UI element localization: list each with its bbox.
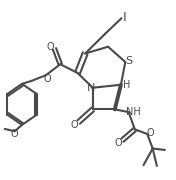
Text: H: H: [123, 80, 130, 90]
Text: O: O: [46, 42, 54, 52]
Text: N: N: [87, 83, 95, 93]
Text: S: S: [125, 56, 132, 66]
Text: O: O: [115, 138, 122, 148]
Text: O: O: [71, 120, 78, 130]
Text: O: O: [147, 128, 155, 138]
Text: I: I: [122, 11, 126, 24]
Text: O: O: [43, 74, 51, 84]
Text: O: O: [10, 129, 18, 139]
Text: NH: NH: [126, 107, 141, 117]
